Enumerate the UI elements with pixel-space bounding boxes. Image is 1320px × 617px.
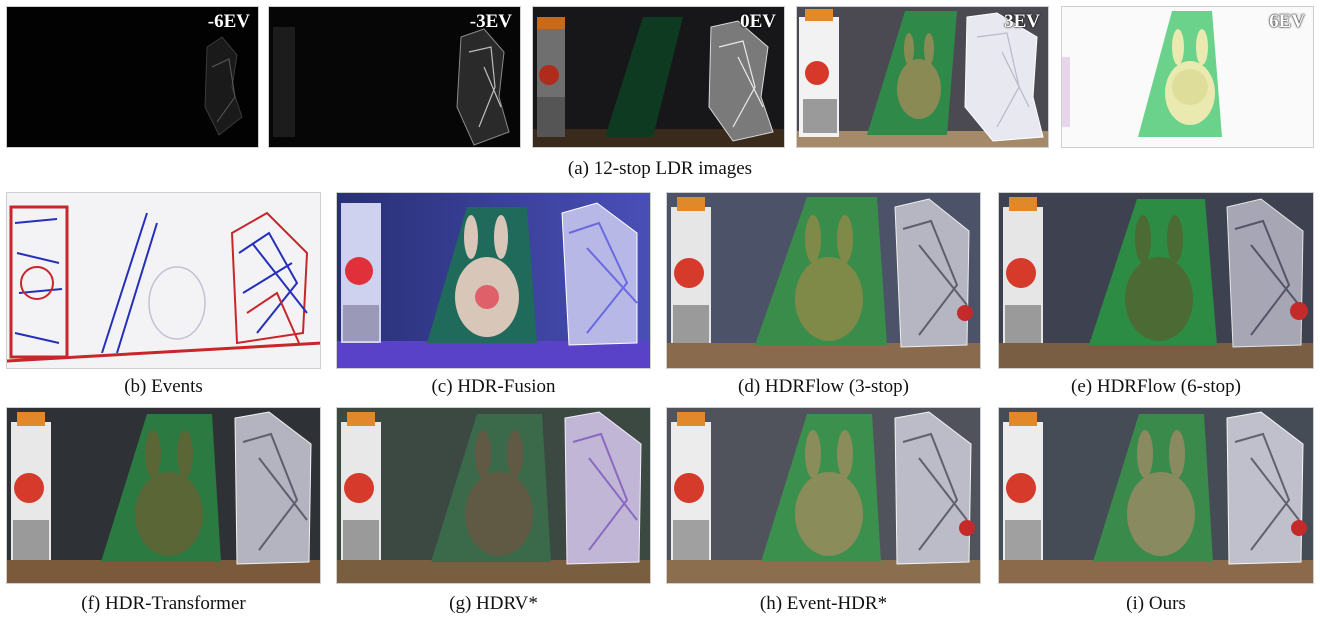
hdr-transformer-image [6, 407, 321, 584]
ldr-image-minus6ev: -6EV [6, 6, 259, 148]
caption-f: (f) HDR-Transformer [81, 593, 246, 614]
hdrflow-6stop-image [998, 192, 1314, 369]
exposure-label: 6EV [1269, 11, 1305, 32]
ours-image [998, 407, 1314, 584]
hdrflow-3stop-image [666, 192, 981, 369]
ldr-image-0ev: 0EV [532, 6, 785, 148]
ldr-image-3ev: 3EV [796, 6, 1049, 148]
hdr-fusion-image [336, 192, 651, 369]
caption-b: (b) Events [124, 376, 203, 397]
ldr-image-minus3ev: -3EV [268, 6, 521, 148]
caption-e: (e) HDRFlow (6-stop) [1071, 376, 1241, 397]
exposure-label: -3EV [469, 11, 512, 32]
events-image [6, 192, 321, 369]
hdrv-image [336, 407, 651, 584]
exposure-label: 3EV [1004, 11, 1040, 32]
event-hdr-image [666, 407, 981, 584]
ldr-image-6ev: 6EV [1061, 6, 1314, 148]
exposure-label: 0EV [740, 11, 776, 32]
caption-i: (i) Ours [1126, 593, 1186, 614]
caption-g: (g) HDRV* [449, 593, 538, 614]
caption-c: (c) HDR-Fusion [431, 376, 556, 397]
caption-d: (d) HDRFlow (3-stop) [738, 376, 909, 397]
caption-h: (h) Event-HDR* [759, 593, 888, 614]
caption-a: (a) 12-stop LDR images [567, 158, 753, 179]
exposure-label: -6EV [207, 11, 250, 32]
